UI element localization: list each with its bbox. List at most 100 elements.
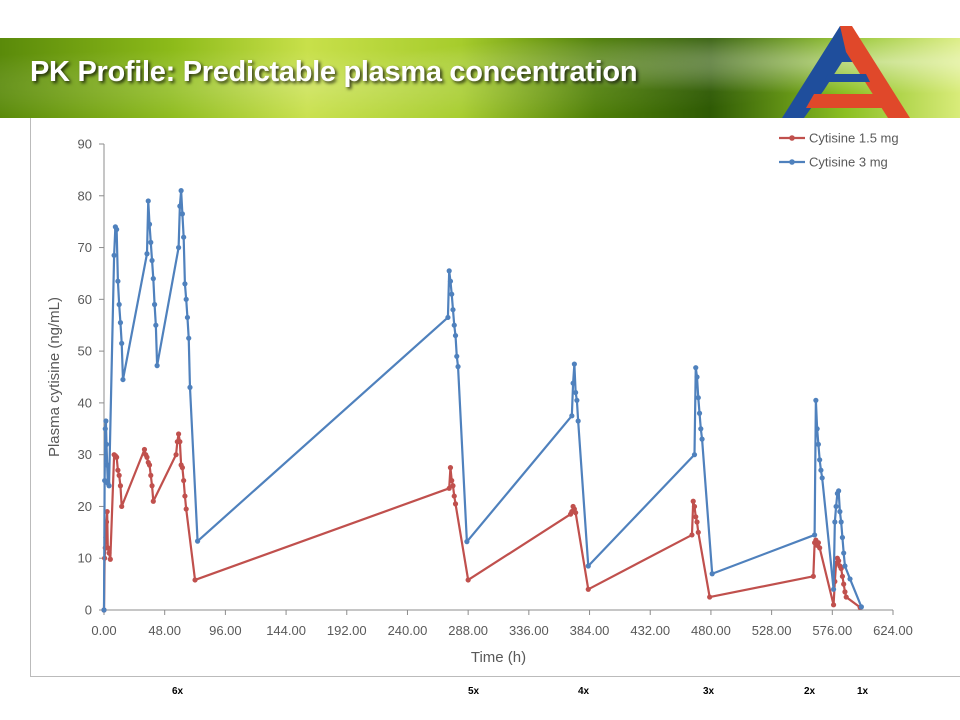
data-point bbox=[449, 477, 455, 484]
data-point bbox=[104, 462, 110, 468]
data-point bbox=[694, 519, 700, 525]
data-point bbox=[815, 441, 822, 447]
x-tick-label: 48.00 bbox=[148, 623, 181, 638]
data-point bbox=[832, 519, 838, 525]
data-point bbox=[454, 353, 460, 359]
data-point bbox=[836, 558, 842, 564]
data-point bbox=[114, 226, 120, 233]
data-point bbox=[842, 589, 848, 595]
data-point bbox=[446, 268, 452, 274]
data-point bbox=[119, 503, 125, 510]
data-point bbox=[847, 576, 853, 582]
y-tick-label: 40 bbox=[78, 395, 92, 410]
y-tick-label: 20 bbox=[78, 499, 92, 514]
x-tick-label: 528.00 bbox=[752, 623, 792, 638]
pk-line-chart: 0 10 20 30 40 50 60 70 80 90 0.00 48.00 96.00 144.00 1… bbox=[46, 131, 913, 667]
data-point bbox=[176, 244, 182, 251]
data-point bbox=[842, 563, 848, 569]
data-point bbox=[177, 203, 183, 209]
x-tick-label: 96.00 bbox=[209, 623, 242, 638]
data-point bbox=[187, 384, 193, 390]
data-point bbox=[464, 539, 470, 545]
data-point bbox=[153, 322, 159, 328]
x-axis-title: Time (h) bbox=[471, 649, 526, 666]
chart-area: 0 10 20 30 40 50 60 70 80 90 0.00 48.00 96.00 144.00 1… bbox=[30, 118, 960, 677]
data-point bbox=[446, 485, 452, 491]
data-point bbox=[119, 340, 125, 346]
data-point bbox=[573, 510, 579, 516]
data-point bbox=[451, 322, 457, 328]
data-point bbox=[465, 577, 471, 583]
data-point bbox=[116, 472, 122, 478]
data-point bbox=[173, 452, 179, 458]
data-point bbox=[833, 503, 839, 510]
data-point bbox=[699, 436, 705, 442]
data-point bbox=[574, 397, 580, 403]
data-point bbox=[585, 586, 591, 592]
data-point bbox=[194, 538, 201, 544]
data-point bbox=[571, 361, 577, 367]
data-point bbox=[450, 483, 456, 489]
data-point bbox=[830, 586, 837, 592]
data-point bbox=[176, 431, 182, 437]
data-point bbox=[183, 506, 189, 512]
dose-label: 4x bbox=[578, 686, 590, 697]
data-point bbox=[179, 211, 185, 217]
x-tick-label: 576.00 bbox=[812, 623, 852, 638]
page-title: PK Profile: Predictable plasma concentra… bbox=[30, 56, 638, 88]
data-point bbox=[151, 301, 158, 308]
data-point bbox=[145, 198, 151, 204]
data-point bbox=[843, 594, 849, 600]
data-point bbox=[150, 498, 156, 504]
data-point bbox=[585, 563, 591, 569]
data-point bbox=[691, 503, 698, 510]
data-point bbox=[146, 462, 153, 468]
y-tick-label: 70 bbox=[78, 240, 92, 255]
data-point bbox=[181, 234, 187, 240]
data-point bbox=[698, 426, 704, 432]
data-point bbox=[104, 509, 110, 515]
data-point bbox=[841, 550, 847, 556]
data-point bbox=[184, 314, 191, 321]
data-point bbox=[105, 545, 111, 551]
data-point bbox=[149, 257, 155, 264]
y-axis-title: Plasma cytisine (ng/mL) bbox=[46, 297, 63, 457]
data-point bbox=[148, 472, 154, 478]
data-point bbox=[115, 467, 121, 473]
data-point bbox=[817, 457, 823, 463]
data-point bbox=[445, 314, 451, 321]
y-tick-label: 90 bbox=[78, 137, 92, 152]
data-point bbox=[838, 565, 844, 572]
data-point bbox=[815, 540, 822, 546]
title-banner bbox=[0, 38, 960, 118]
data-point bbox=[117, 320, 124, 326]
data-point bbox=[107, 556, 113, 562]
data-point bbox=[101, 607, 107, 613]
y-tick-label: 50 bbox=[78, 344, 92, 359]
y-tick-label: 30 bbox=[78, 447, 92, 462]
x-tick-label: 240.00 bbox=[388, 623, 428, 638]
triangle-a-logo-icon bbox=[782, 26, 910, 118]
data-point bbox=[812, 532, 818, 538]
x-tick-label: 432.00 bbox=[630, 623, 670, 638]
data-point bbox=[569, 413, 575, 419]
x-tick-label: 288.00 bbox=[448, 623, 488, 638]
data-point bbox=[144, 454, 150, 460]
x-tick-label: 624.00 bbox=[873, 623, 913, 638]
data-point bbox=[838, 519, 844, 525]
data-point bbox=[817, 545, 823, 551]
data-point bbox=[709, 571, 715, 577]
data-point bbox=[693, 514, 699, 520]
data-point bbox=[115, 278, 121, 284]
dose-label: 2x bbox=[804, 686, 816, 697]
data-point bbox=[144, 251, 150, 257]
data-point bbox=[179, 465, 185, 471]
x-tick-label: 480.00 bbox=[691, 623, 731, 638]
data-point bbox=[178, 188, 184, 194]
data-point bbox=[858, 604, 864, 610]
series-line-2 bbox=[102, 189, 863, 611]
data-point bbox=[450, 307, 456, 313]
data-point bbox=[447, 278, 454, 284]
data-point bbox=[696, 410, 703, 416]
x-tick-label: 0.00 bbox=[91, 623, 116, 638]
